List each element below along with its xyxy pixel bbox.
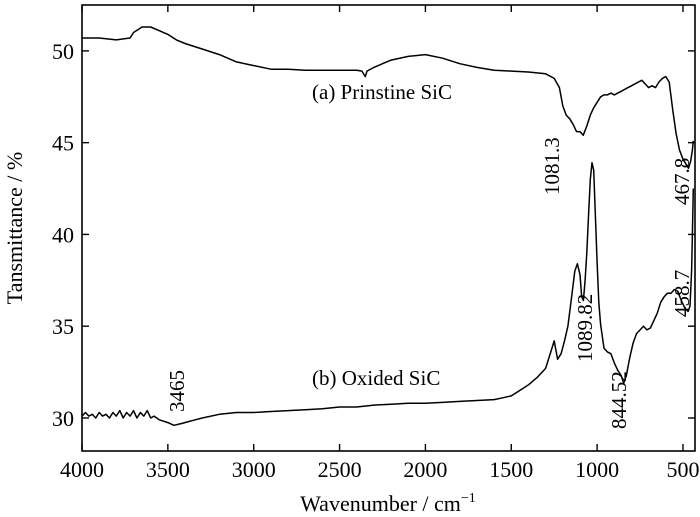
plot-frame (81, 4, 696, 452)
x-axis-title-sup: −1 (461, 491, 476, 506)
annotation-458-7: 458.7 (670, 270, 694, 317)
x-axis-title: Wavenumber / cm−1 (300, 491, 476, 516)
x-tick-label: 3000 (232, 457, 276, 482)
y-tick-label: 50 (52, 39, 74, 64)
x-tick-label: 2000 (403, 457, 447, 482)
x-tick-label: 1000 (575, 457, 619, 482)
series-label-b: (b) Oxided SiC (312, 366, 440, 390)
annotation-3465: 3465 (165, 370, 189, 412)
y-tick-label: 45 (52, 131, 74, 156)
x-tick-label: 1500 (489, 457, 533, 482)
y-tick-label: 35 (52, 314, 74, 339)
y-tick-label: 30 (52, 406, 74, 431)
axis-ticks: 4000 3500 3000 2500 2000 1500 1000 500 30 35 40 45 5… (52, 5, 699, 482)
series-line-pristine-sic (82, 26, 695, 170)
annotation-1089-82: 1089.82 (573, 294, 597, 362)
y-tick-label: 40 (52, 222, 74, 247)
series-label-a: (a) Prinstine SiC (312, 80, 452, 104)
x-tick-label: 3500 (146, 457, 190, 482)
annotation-1081-3: 1081.3 (540, 137, 564, 195)
y-axis-title: Tansmittance / % (2, 152, 27, 304)
x-axis-title-text: Wavenumber / cm (300, 491, 461, 516)
x-tick-label: 500 (666, 457, 699, 482)
series-line-oxided-sic (81, 162, 695, 427)
x-tick-label: 2500 (318, 457, 362, 482)
series-layer (81, 26, 695, 427)
annotation-467-8: 467.8 (670, 158, 694, 205)
x-tick-label: 4000 (60, 457, 104, 482)
annotation-844-52: 844.52 (607, 371, 631, 429)
